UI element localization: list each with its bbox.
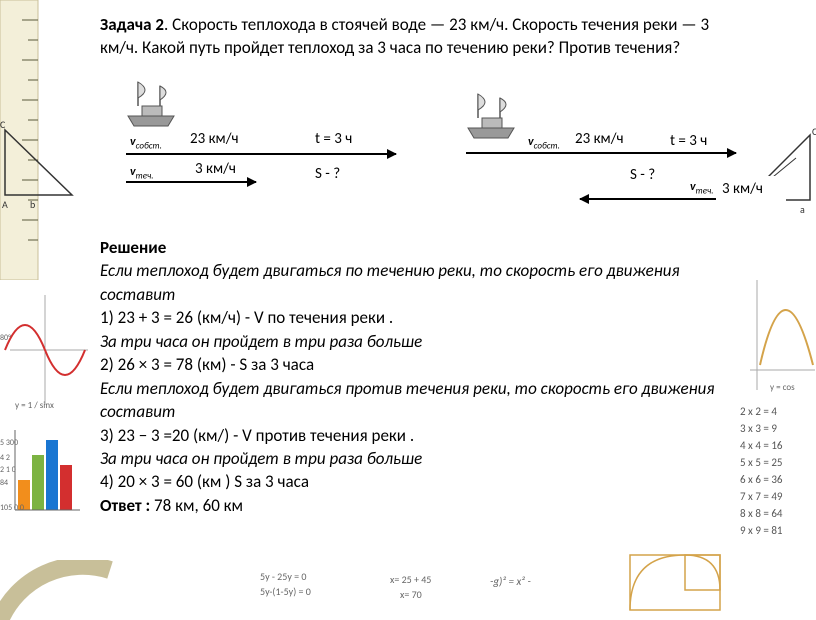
svg-text:-g)² = x² -: -g)² = x² - xyxy=(490,575,531,588)
svg-text:5y-(1-5y) = 0: 5y-(1-5y) = 0 xyxy=(260,585,311,598)
solution-line4: За три часа он пройдет в три раза больше xyxy=(100,447,716,470)
time-label: t = 3 ч xyxy=(315,130,352,148)
solution-step3: 3) 23 − 3 =20 (км/) - V против течения р… xyxy=(100,424,716,447)
distance-label: S - ? xyxy=(315,165,340,183)
ship-icon xyxy=(460,88,522,140)
diagram-upstream: vсобст. 23 км/ч t = 3 ч S - ? vтеч. xyxy=(440,80,780,240)
v-cur-value: 3 км/ч xyxy=(195,160,236,178)
v-cur-label: vтеч. xyxy=(130,165,154,181)
ship-icon xyxy=(120,76,182,128)
v-cur-label: vтеч. xyxy=(690,180,714,196)
current-arrow xyxy=(126,181,256,183)
svg-text:5y - 25y = 0: 5y - 25y = 0 xyxy=(260,570,306,583)
solution-line1: Если теплоход будет двигаться по течению… xyxy=(100,259,716,306)
current-value-patch: 3 км/ч xyxy=(716,176,786,206)
solution-step4: 4) 20 × 3 = 60 (км ) S за 3 часа xyxy=(100,470,716,493)
solution-line3: Если теплоход будет двигаться против теч… xyxy=(100,377,716,424)
v-own-value: 23 км/ч xyxy=(190,130,239,148)
solution-step1: 1) 23 + 3 = 26 (км/ч) - V по течения рек… xyxy=(100,306,716,329)
solution-answer: Ответ : 78 км, 60 км xyxy=(100,494,716,517)
svg-text:9 x 9 = 81: 9 x 9 = 81 xyxy=(740,524,783,537)
svg-text:x= 25 + 45: x= 25 + 45 xyxy=(390,573,431,586)
v-own-value: 23 км/ч xyxy=(575,130,624,148)
own-speed-arrow xyxy=(126,153,396,155)
answer-value: 78 км, 60 км xyxy=(150,495,243,516)
v-own-label: vсобст. xyxy=(130,135,162,151)
diagram-area: vсобст. 23 км/ч vтеч. 3 км/ч t = 3 ч S -… xyxy=(100,68,716,238)
time-label: t = 3 ч xyxy=(670,132,707,150)
solution-line2: За три часа он пройдет в три раза больше xyxy=(100,330,716,353)
v-own-label: vсобст. xyxy=(528,135,560,151)
svg-text:x= 70: x= 70 xyxy=(400,588,422,601)
problem-title: Задача 2 xyxy=(100,14,164,35)
problem-statement: Задача 2. Скорость теплохода в стоячей в… xyxy=(100,14,716,60)
current-arrow-upstream xyxy=(580,198,735,200)
solution-block: Решение Если теплоход будет двигаться по… xyxy=(100,232,716,521)
problem-text: . Скорость теплохода в стоячей воде — 23… xyxy=(100,14,709,58)
diagram-downstream: vсобст. 23 км/ч vтеч. 3 км/ч t = 3 ч S -… xyxy=(100,68,420,228)
solution-step2: 2) 26 × 3 = 78 (км) - S за 3 часа xyxy=(100,353,716,376)
v-cur-value: 3 км/ч xyxy=(722,180,763,198)
answer-label: Ответ : xyxy=(100,495,150,516)
distance-label: S - ? xyxy=(630,166,655,184)
own-speed-arrow xyxy=(466,152,736,154)
